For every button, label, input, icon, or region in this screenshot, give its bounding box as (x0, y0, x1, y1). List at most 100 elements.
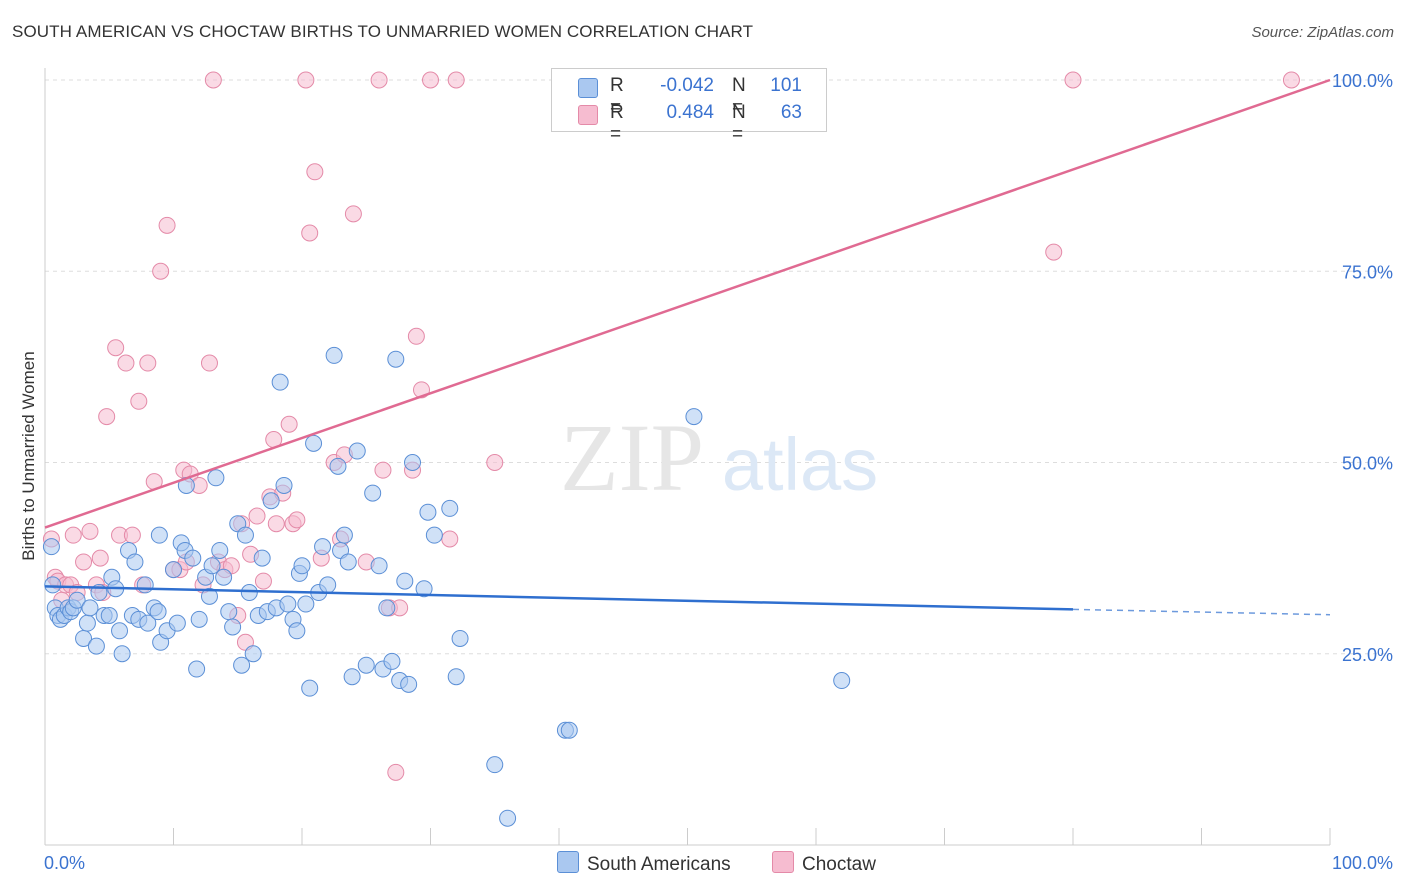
choctaw-point (152, 262, 170, 280)
choctaw-point (301, 224, 319, 242)
choctaw-point (158, 216, 176, 234)
south-american-point (275, 476, 293, 494)
bottom-legend-swatch-pink (772, 851, 794, 873)
bottom-legend-choctaw: Choctaw (772, 851, 876, 876)
bottom-legend-label: Choctaw (802, 854, 876, 875)
choctaw-point (75, 553, 93, 571)
south-american-point (165, 561, 182, 579)
choctaw-point (1282, 71, 1300, 89)
legend-n-value: 101 (770, 75, 802, 96)
south-american-point (68, 591, 86, 609)
bottom-legend-label: South Americans (587, 854, 731, 875)
choctaw-point (422, 71, 439, 89)
south-american-point (203, 557, 221, 575)
bottom-legend-swatch-blue (557, 851, 579, 873)
south-american-point (233, 656, 251, 674)
south-american-point (139, 614, 157, 632)
south-american-points (42, 346, 851, 827)
choctaw-trend-line (44, 78, 1331, 529)
south-american-point (262, 492, 280, 510)
choctaw-point (486, 454, 504, 471)
south-american-point (378, 599, 396, 617)
watermark-zip: ZIP (560, 404, 704, 511)
south-american-point (305, 434, 323, 452)
south-american-point (188, 660, 206, 678)
south-american-point (348, 442, 366, 460)
south-american-point (220, 603, 238, 621)
south-american-point (184, 549, 202, 567)
south-american-point (383, 652, 401, 670)
south-american-point (271, 373, 289, 391)
legend-n-label: N = (732, 75, 746, 118)
south-american-point (419, 503, 437, 521)
south-american-point (244, 645, 262, 663)
south-american-point (447, 668, 465, 686)
choctaw-point (130, 392, 148, 410)
trend-lines (44, 78, 1331, 616)
south-american-point (78, 614, 96, 632)
south-american-point (387, 350, 405, 368)
south-american-point (486, 756, 504, 774)
legend-r-value: -0.042 (660, 75, 714, 96)
south-american-point (236, 526, 254, 544)
south-american-point (293, 557, 311, 575)
south-american-point (200, 587, 218, 605)
x-tick-label: 0.0% (44, 853, 85, 873)
y-tick-label: 50.0% (1342, 454, 1393, 474)
south-american-point (560, 721, 578, 739)
choctaw-point (81, 522, 99, 540)
south-american-point (190, 610, 208, 628)
south-american-point (279, 595, 297, 613)
south-american-point (253, 549, 271, 567)
legend-r-label: R = (610, 102, 624, 145)
legend-r-label: R = (610, 75, 624, 118)
south-american-point (149, 603, 167, 621)
south-american-point (126, 553, 144, 571)
legend-r-value: 0.484 (666, 102, 714, 123)
south-american-point (301, 679, 319, 697)
x-tick-label: 100.0% (1332, 853, 1393, 873)
bottom-legend-south-americans: South Americans (557, 851, 731, 876)
choctaw-point (107, 339, 125, 357)
tick-labels: 25.0% 50.0% 75.0% 100.0% 0.0% 100.0% (44, 71, 1393, 873)
south-american-point (168, 614, 186, 632)
y-tick-label: 100.0% (1332, 71, 1393, 91)
south-american-point (111, 622, 129, 640)
south-american-point (415, 580, 433, 598)
south-american-point (833, 672, 851, 690)
south-american-point (211, 541, 229, 559)
south-american-point (288, 622, 306, 640)
legend-n-value: 63 (780, 102, 802, 123)
south-american-point (44, 576, 62, 594)
south-american-trend-extension (1072, 608, 1331, 616)
south-american-point (136, 576, 154, 594)
south-american-point (100, 607, 118, 624)
south-american-point (319, 576, 337, 594)
south-american-point (343, 668, 361, 686)
choctaw-point (1045, 243, 1063, 261)
choctaw-point (204, 71, 222, 89)
choctaw-point (64, 526, 82, 544)
south-american-point (42, 538, 60, 556)
legend-swatch-pink (578, 105, 598, 125)
south-american-point (396, 572, 414, 590)
choctaw-point (306, 163, 324, 181)
axes (44, 68, 1331, 846)
source-label: Source: ZipAtlas.com (1251, 24, 1394, 41)
choctaw-point (200, 354, 218, 372)
south-american-point (240, 584, 258, 602)
choctaw-point (280, 415, 298, 433)
choctaw-point (447, 71, 465, 89)
south-american-point (339, 553, 357, 571)
south-american-point (685, 408, 703, 426)
south-american-trend-line (44, 585, 1074, 611)
choctaw-point (91, 549, 109, 567)
y-tick-label: 75.0% (1342, 262, 1393, 282)
choctaw-point (441, 530, 459, 548)
watermark: ZIP atlas (560, 404, 878, 511)
south-american-point (370, 557, 388, 575)
choctaw-point (254, 572, 272, 590)
south-american-point (451, 629, 469, 647)
choctaw-point (98, 408, 116, 426)
